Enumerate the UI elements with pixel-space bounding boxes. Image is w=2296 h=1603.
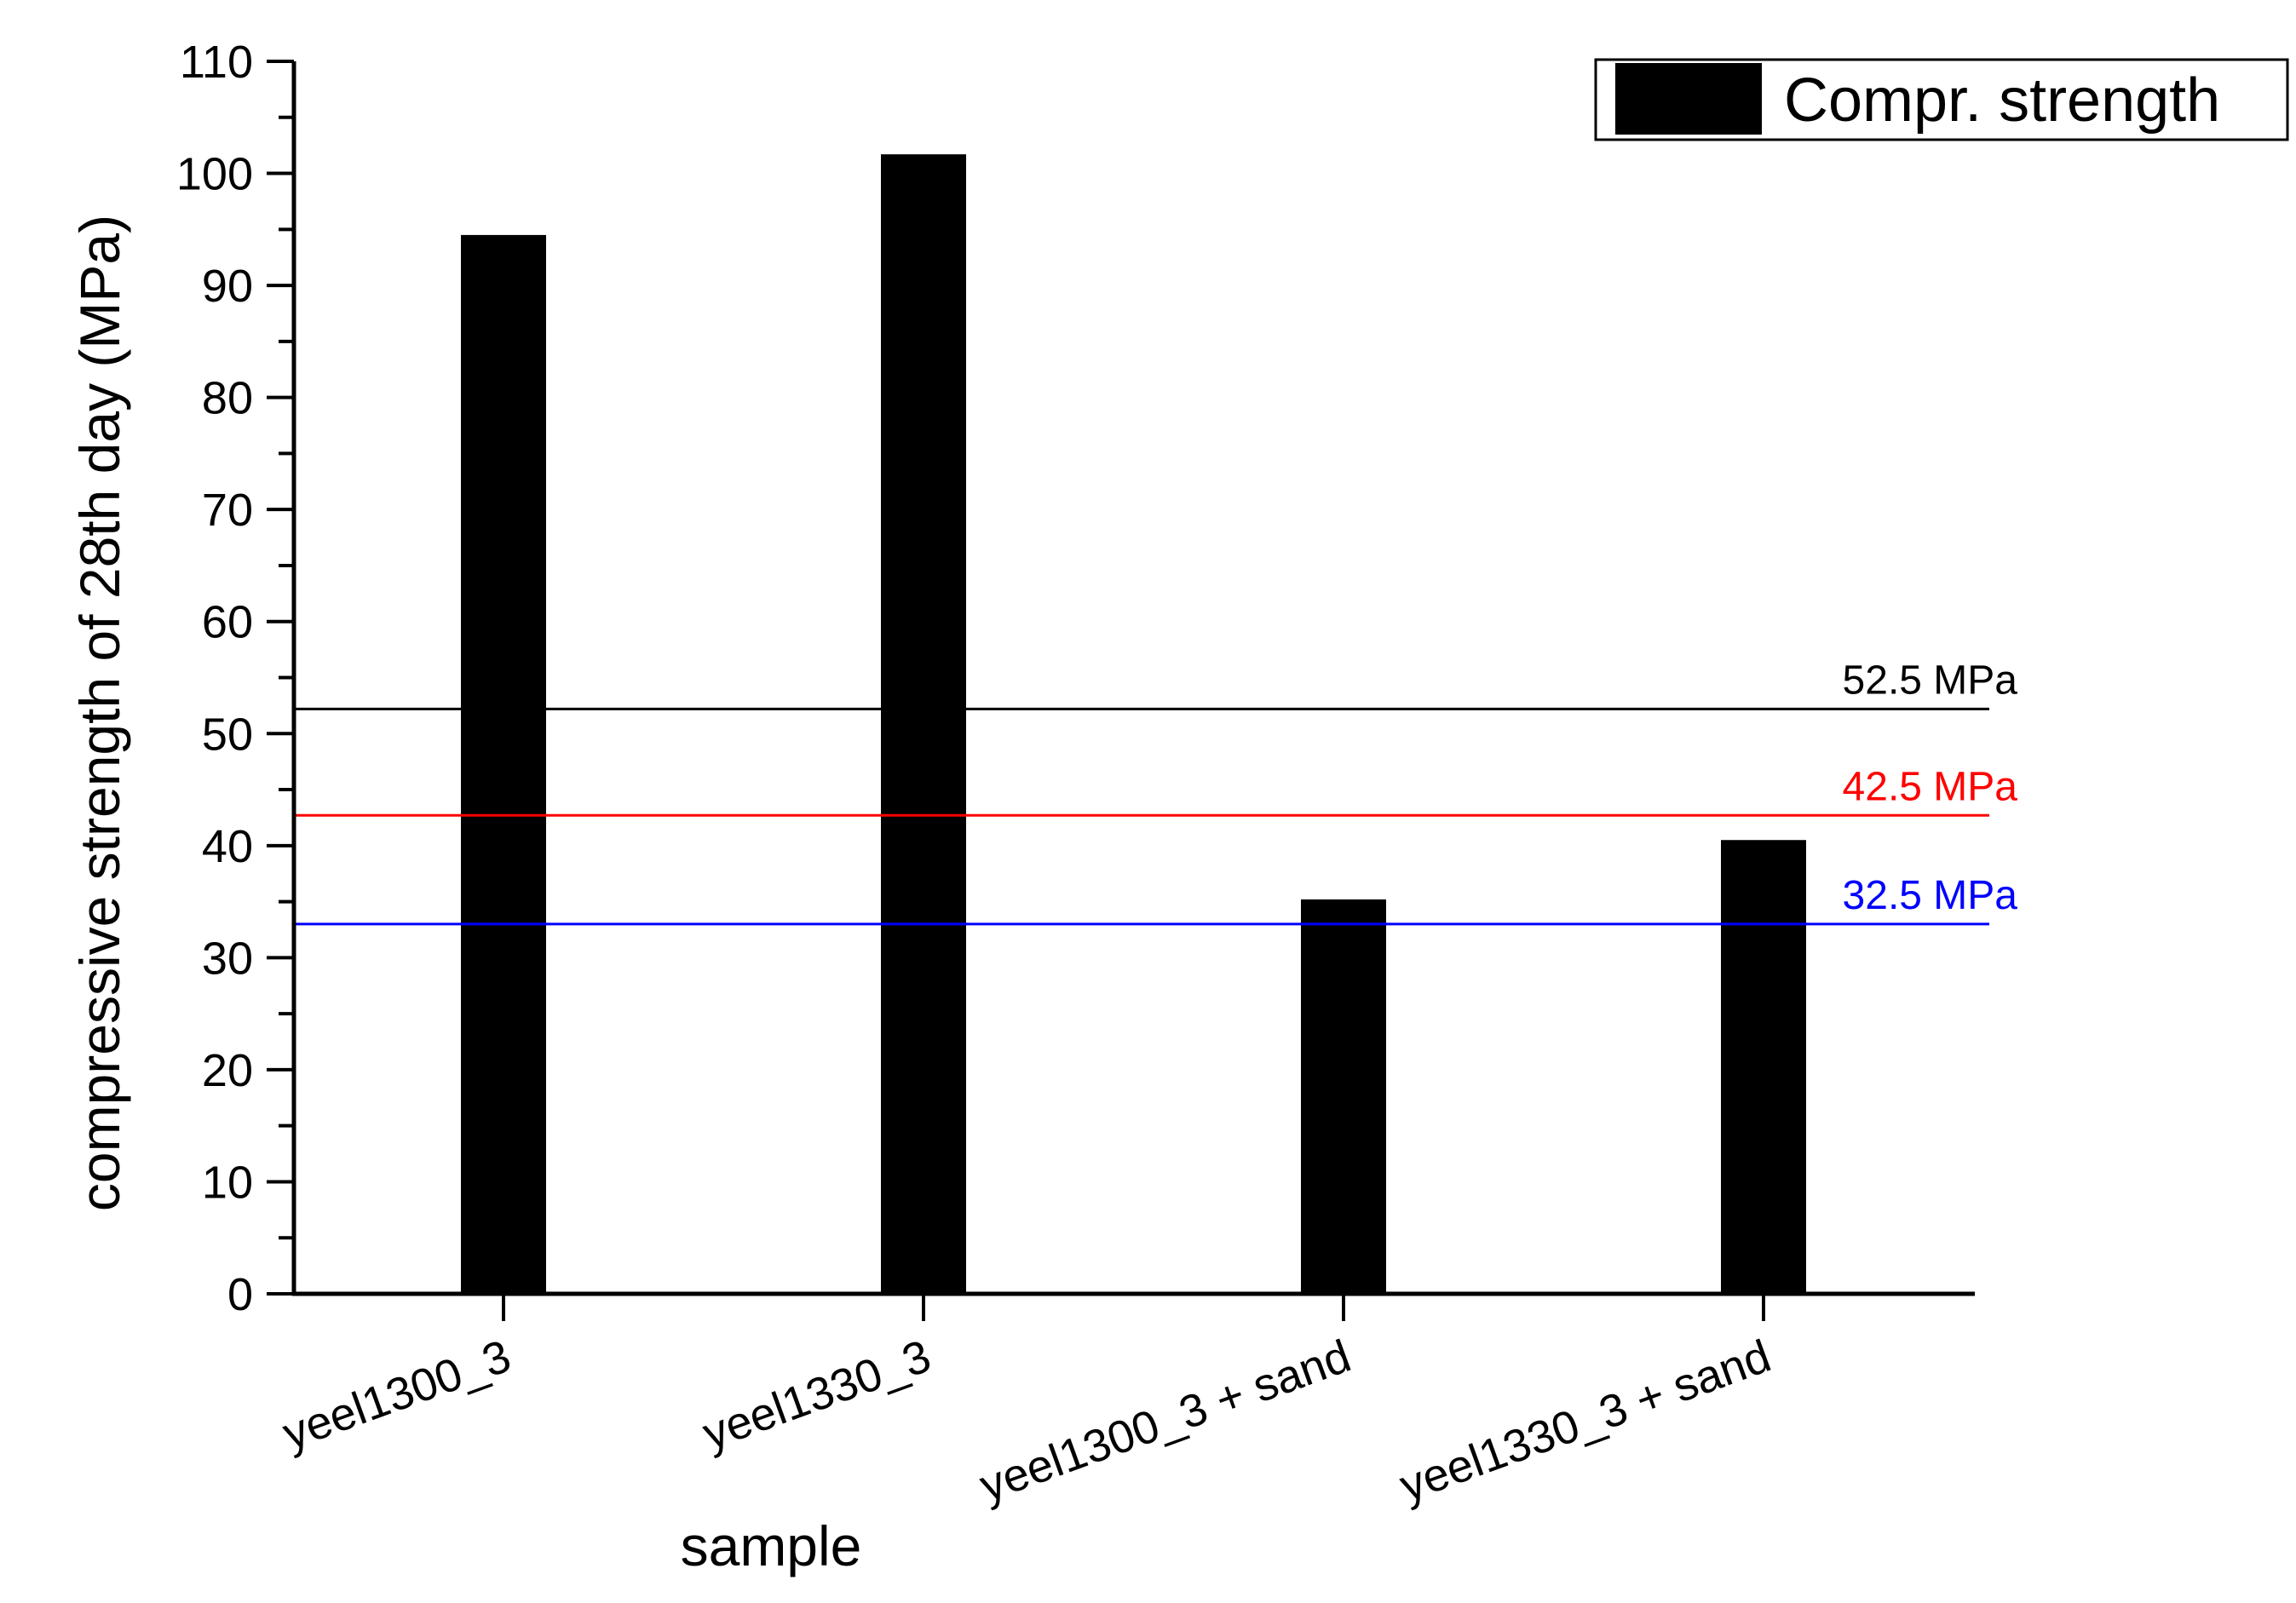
y-axis-title: compressive strength of 28th day (MPa) — [68, 215, 131, 1211]
x-tick-label-4: yeel1330_3 + sand — [1393, 1330, 1777, 1512]
bar-3 — [1301, 899, 1386, 1294]
legend-label: Compr. strength — [1784, 66, 2220, 135]
x-tick-label-1: yeel1300_3 — [276, 1330, 517, 1460]
bar-2 — [881, 154, 966, 1294]
bar-1 — [461, 234, 546, 1294]
x-tick-label-3: yeel1300_3 + sand — [973, 1330, 1357, 1512]
x-tick-label-2: yeel1330_3 — [696, 1330, 937, 1460]
y-tick-label-0: 0 — [227, 1269, 253, 1320]
y-tick-label-50: 50 — [202, 709, 253, 760]
reference-label-2: 42.5 MPa — [1843, 764, 2018, 809]
y-tick-label-80: 80 — [202, 373, 253, 424]
y-tick-label-40: 40 — [202, 821, 253, 872]
y-tick-label-110: 110 — [180, 37, 253, 88]
x-axis-title: sample — [681, 1514, 862, 1577]
legend-swatch — [1615, 63, 1762, 135]
reference-label-3: 32.5 MPa — [1843, 873, 2018, 918]
y-tick-label-60: 60 — [202, 597, 253, 648]
bar-4 — [1721, 840, 1806, 1294]
y-tick-label-100: 100 — [176, 149, 253, 200]
reference-label-1: 52.5 MPa — [1843, 658, 2018, 703]
y-tick-label-30: 30 — [202, 933, 253, 984]
y-tick-label-70: 70 — [202, 485, 253, 536]
y-tick-label-20: 20 — [202, 1045, 253, 1096]
y-tick-label-10: 10 — [202, 1157, 253, 1208]
legend: Compr. strength — [1594, 58, 2289, 141]
y-tick-label-90: 90 — [202, 261, 253, 312]
